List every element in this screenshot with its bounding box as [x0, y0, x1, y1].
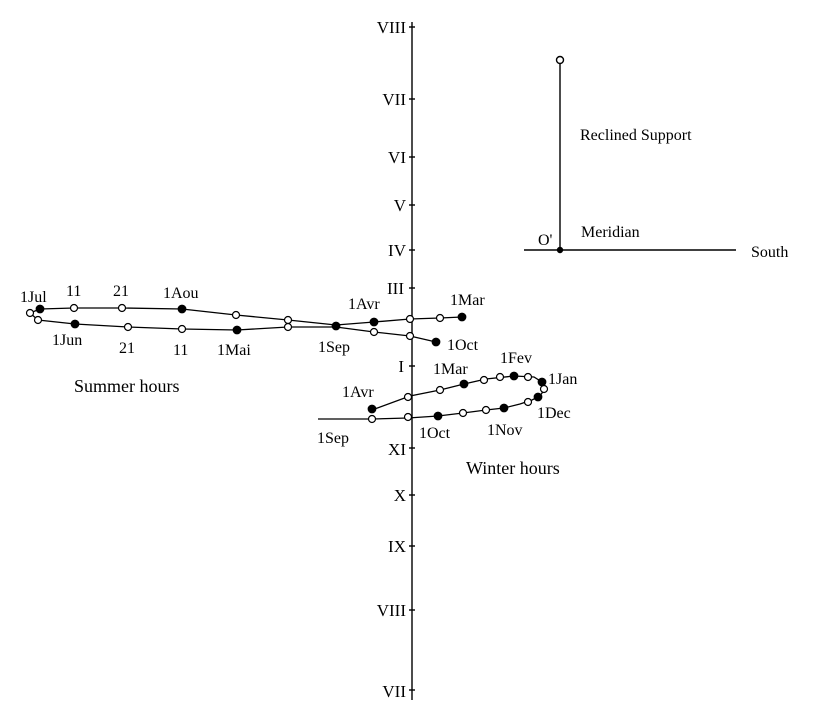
summer-filled-marker [331, 321, 341, 331]
hour-label: VI [388, 148, 406, 167]
summer-filled-marker [177, 304, 187, 314]
winter-date-label: 1Oct [419, 425, 451, 442]
winter-date-label: 1Fev [500, 350, 532, 367]
winter-open-marker [403, 412, 413, 422]
support-inset [524, 55, 736, 254]
summer-curve [29, 307, 463, 343]
hour-label: III [387, 279, 404, 298]
hour-label: XI [388, 440, 406, 459]
winter-date-label: 1Sep [317, 430, 349, 447]
winter-open-marker [481, 405, 491, 415]
winter-open-marker [523, 397, 533, 407]
winter-markers [367, 371, 549, 424]
summer-date-label: 11 [173, 342, 188, 359]
south-label: South [751, 244, 788, 261]
winter-filled-marker [533, 392, 543, 402]
summer-filled-marker [457, 312, 467, 322]
summer-open-marker [283, 315, 293, 325]
summer-markers [25, 303, 467, 347]
summer-filled-marker [369, 317, 379, 327]
winter-date-label: 1Mar [433, 361, 468, 378]
winter-filled-marker [509, 371, 519, 381]
hour-label: IX [388, 537, 406, 556]
winter-open-marker [403, 392, 413, 402]
hour-label: V [394, 196, 407, 215]
summer-open-marker [117, 303, 127, 313]
summer-open-marker [25, 308, 35, 318]
winter-open-marker [367, 414, 377, 424]
winter-open-marker [479, 375, 489, 385]
winter-labels: 1Mar 1Fev 1Jan 1Avr 1Dec 1Nov 1Oct 1Sep [317, 350, 577, 447]
summer-open-marker [369, 327, 379, 337]
winter-date-label: 1Dec [537, 405, 571, 422]
winter-open-marker [458, 408, 468, 418]
origin-label: O' [538, 232, 553, 249]
winter-filled-marker [537, 377, 547, 387]
summer-date-label: 1Avr [348, 296, 380, 313]
summer-date-label: 1Jul [20, 289, 47, 306]
hour-labels: VIII VII VI V IV III I XI X IX VIII VII [377, 18, 407, 701]
summer-open-marker [123, 322, 133, 332]
summer-open-marker [231, 310, 241, 320]
hour-axis [409, 22, 415, 700]
summer-open-marker [69, 303, 79, 313]
summer-date-label: 1Jun [52, 332, 82, 349]
summer-open-marker [283, 322, 293, 332]
summer-labels: 1Jul 11 21 1Aou 1Avr 1Mar 1Jun 21 11 1Ma… [20, 283, 485, 359]
summer-filled-marker [70, 319, 80, 329]
summer-filled-marker [232, 325, 242, 335]
summer-open-marker [405, 331, 415, 341]
winter-filled-marker [459, 379, 469, 389]
winter-open-marker [435, 385, 445, 395]
summer-date-label: 1Mar [450, 292, 485, 309]
winter-filled-marker [433, 411, 443, 421]
winter-filled-marker [499, 403, 509, 413]
support-inset-labels: Reclined Support Meridian South O' [538, 127, 788, 261]
hour-label: X [394, 486, 406, 505]
winter-date-label: 1Nov [487, 422, 523, 439]
summer-filled-marker [35, 304, 45, 314]
winter-open-marker [495, 372, 505, 382]
meridian-label: Meridian [581, 224, 640, 241]
reclined-support-label: Reclined Support [580, 127, 692, 144]
hour-label: VII [382, 682, 406, 701]
summer-date-label: 11 [66, 283, 81, 300]
summer-date-label: 1Mai [217, 342, 251, 359]
hour-label: VIII [377, 601, 407, 620]
summer-date-label: 1Oct [447, 337, 479, 354]
hour-label: I [398, 357, 404, 376]
summer-date-label: 1Sep [318, 339, 350, 356]
summer-open-marker [177, 324, 187, 334]
winter-date-label: 1Avr [342, 384, 374, 401]
support-top-marker [555, 55, 565, 65]
summer-hours-title: Summer hours [74, 376, 180, 396]
winter-hours-title: Winter hours [466, 458, 560, 478]
summer-date-label: 1Aou [163, 285, 199, 302]
summer-curve-top [29, 307, 463, 326]
summer-filled-marker [431, 337, 441, 347]
winter-filled-marker [367, 404, 377, 414]
summer-open-marker [435, 313, 445, 323]
hour-label: VII [382, 90, 406, 109]
hour-label: IV [388, 241, 407, 260]
winter-open-marker [523, 372, 533, 382]
winter-date-label: 1Jan [548, 371, 577, 388]
summer-date-label: 21 [119, 340, 135, 357]
origin-marker [556, 246, 564, 254]
summer-open-marker [33, 315, 43, 325]
summer-open-marker [405, 314, 415, 324]
winter-open-marker [539, 384, 549, 394]
summer-date-label: 21 [113, 283, 129, 300]
hour-label: VIII [377, 18, 407, 37]
